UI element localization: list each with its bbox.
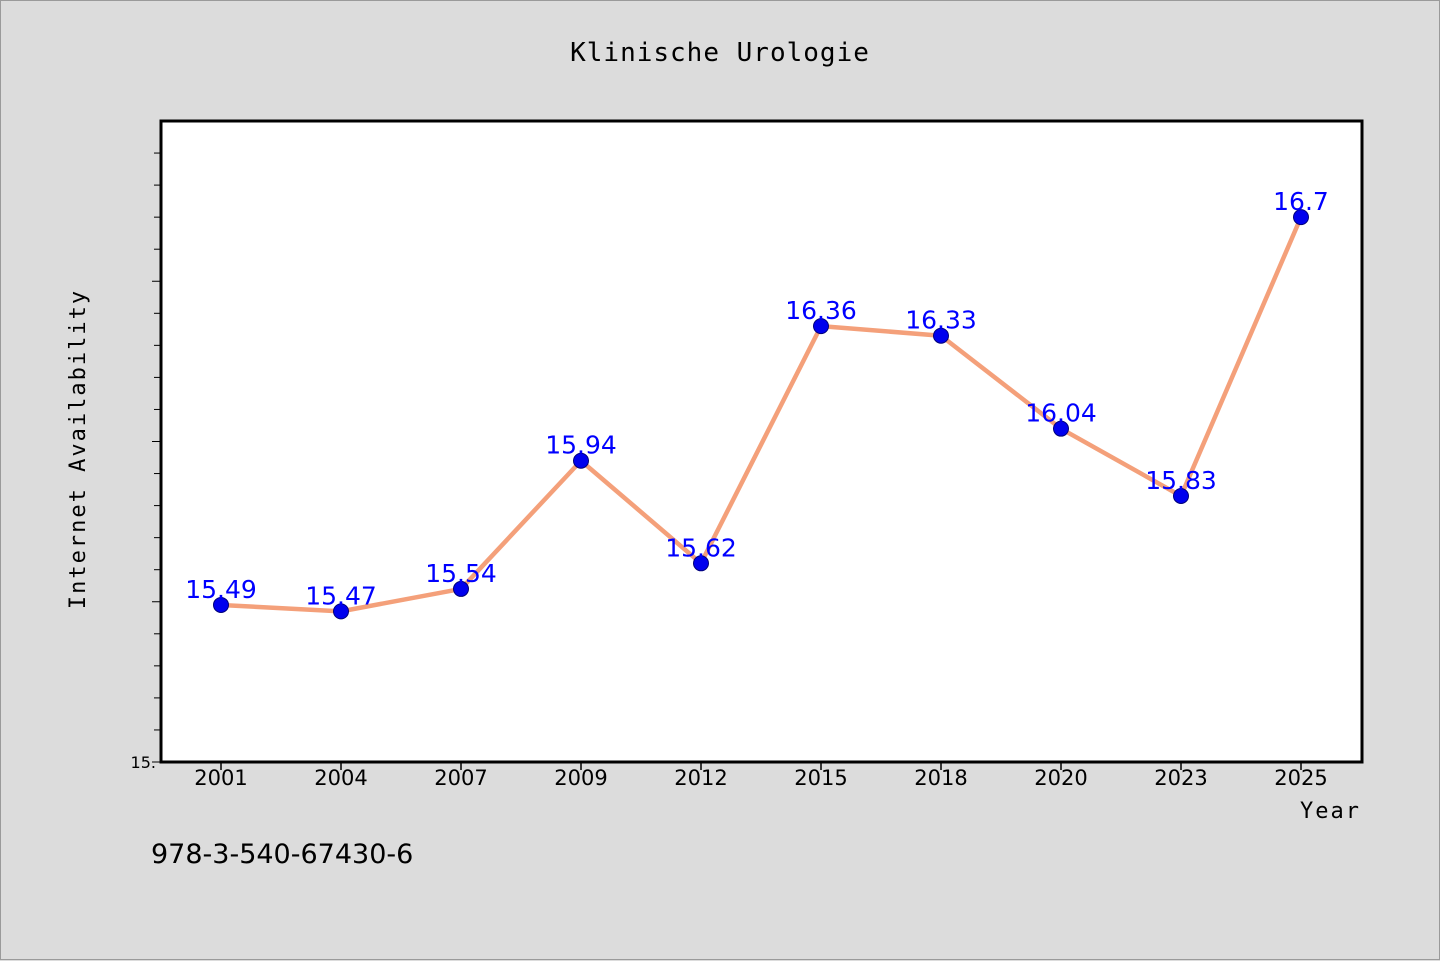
data-point-marker [573, 452, 589, 469]
x-tick-label: 2023 [1154, 766, 1207, 790]
x-tick-label: 2001 [194, 766, 247, 790]
data-point-marker [1293, 209, 1309, 226]
x-axis-label: Year [1300, 799, 1361, 824]
x-tick-label: 2004 [314, 766, 367, 790]
chart-title: Klinische Urologie [570, 38, 870, 68]
data-point-marker [693, 555, 709, 572]
series-markers [213, 209, 1309, 620]
x-tick-label: 2009 [554, 766, 607, 790]
series-lines [218, 214, 1304, 614]
x-tick-label: 2025 [1274, 766, 1327, 790]
data-point-marker [213, 596, 229, 613]
data-labels: 15.49 15.47 15.54 15.94 15.62 16.36 16.33 16.04… [185, 187, 1329, 610]
data-point-marker [933, 327, 949, 344]
data-point-label: 15.62 [665, 533, 737, 562]
series-line [218, 214, 1304, 614]
data-point-label: 16.36 [785, 296, 857, 325]
data-point-marker [453, 580, 469, 597]
data-point-label: 16.04 [1025, 399, 1097, 428]
data-point-label: 15.54 [425, 559, 497, 588]
data-point-label: 16.7 [1273, 187, 1329, 216]
x-tick-label: 2012 [674, 766, 727, 790]
data-point-label: 15.47 [305, 581, 377, 610]
x-tick-label: 2015 [794, 766, 847, 790]
x-tick-label: 2007 [434, 766, 487, 790]
data-point-label: 15.83 [1145, 466, 1217, 495]
x-axis-ticks: 2001 2004 2007 2009 2012 2015 2018 2020 2023 2025 [194, 762, 1328, 790]
x-tick-label: 2018 [914, 766, 967, 790]
data-point-marker [813, 318, 829, 335]
x-tick-label: 2020 [1034, 766, 1087, 790]
y-tick-label: 15. [131, 753, 156, 772]
data-point-label: 15.94 [545, 431, 617, 460]
data-point-label: 15.49 [185, 575, 257, 604]
y-axis-label: Internet Availability [66, 289, 91, 609]
data-point-label: 16.33 [905, 306, 977, 335]
data-point-marker [333, 603, 349, 620]
y-axis-ticks: 15. [131, 152, 161, 772]
footnote-isbn: 978-3-540-67430-6 [151, 839, 413, 870]
data-point-marker [1173, 487, 1189, 504]
data-point-marker [1053, 420, 1069, 437]
